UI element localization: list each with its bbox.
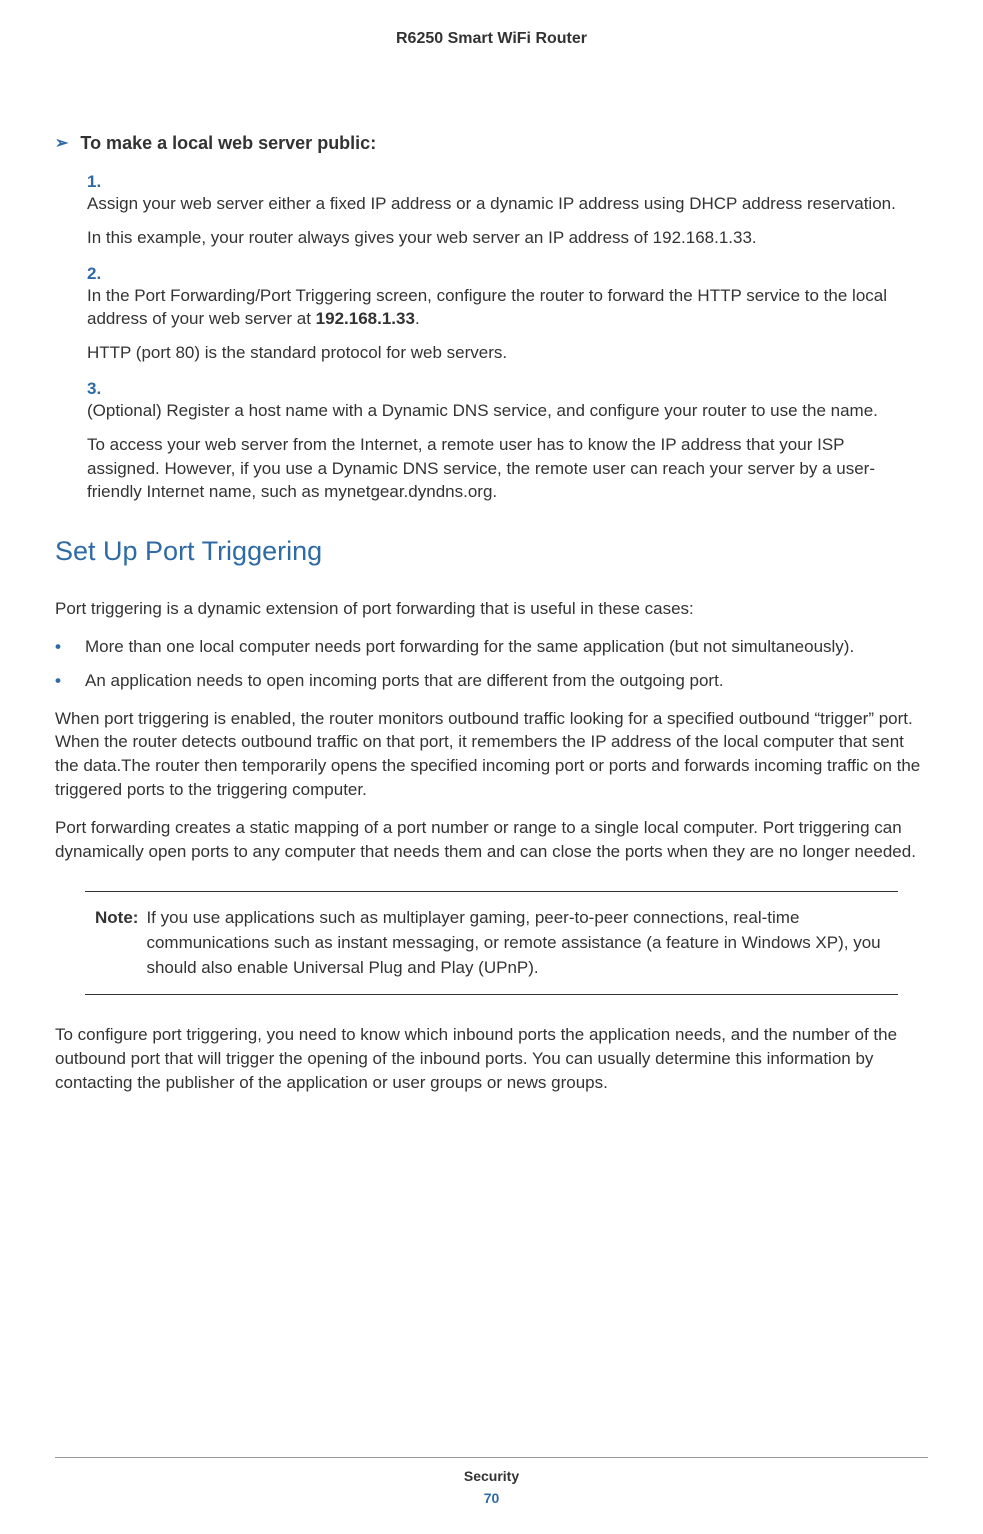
procedure-steps: 1. Assign your web server either a fixed… [55, 172, 928, 504]
step-subtext: HTTP (port 80) is the standard protocol … [87, 341, 896, 365]
bullet-item: • More than one local computer needs por… [55, 635, 928, 659]
note-label: Note: [95, 906, 138, 980]
page-footer: Security 70 [0, 1457, 983, 1506]
paragraph: To configure port triggering, you need t… [55, 1023, 928, 1094]
section-intro: Port triggering is a dynamic extension o… [55, 597, 928, 621]
procedure-title: To make a local web server public: [80, 133, 376, 154]
step-number: 1. [87, 172, 115, 192]
step-item: 2. In the Port Forwarding/Port Triggerin… [87, 264, 928, 365]
paragraph: Port forwarding creates a static mapping… [55, 816, 928, 864]
chevron-right-icon: ➢ [55, 133, 68, 153]
footer-page-number: 70 [0, 1490, 983, 1506]
step-text: (Optional) Register a host name with a D… [87, 399, 896, 504]
step-main-text: Assign your web server either a fixed IP… [87, 194, 896, 213]
step-text-pre: In the Port Forwarding/Port Triggering s… [87, 286, 887, 329]
step-text-bold: 192.168.1.33 [316, 309, 415, 328]
footer-section-name: Security [0, 1468, 983, 1484]
procedure-heading: ➢ To make a local web server public: [55, 133, 928, 154]
step-subtext: To access your web server from the Inter… [87, 433, 896, 504]
step-text: Assign your web server either a fixed IP… [87, 192, 896, 250]
step-item: 1. Assign your web server either a fixed… [87, 172, 928, 250]
step-main-text: (Optional) Register a host name with a D… [87, 401, 878, 420]
note-content: Note: If you use applications such as mu… [85, 906, 898, 980]
step-text: In the Port Forwarding/Port Triggering s… [87, 284, 896, 365]
step-item: 3. (Optional) Register a host name with … [87, 379, 928, 504]
bullet-item: • An application needs to open incoming … [55, 669, 928, 693]
section-heading: Set Up Port Triggering [55, 536, 928, 567]
paragraph: When port triggering is enabled, the rou… [55, 707, 928, 802]
step-number: 3. [87, 379, 115, 399]
bullet-icon: • [55, 635, 85, 659]
step-number: 2. [87, 264, 115, 284]
bullet-text: An application needs to open incoming po… [85, 669, 724, 693]
bullet-list: • More than one local computer needs por… [55, 635, 928, 693]
step-text-post: . [415, 309, 420, 328]
step-subtext: In this example, your router always give… [87, 226, 896, 250]
note-text: If you use applications such as multipla… [146, 906, 898, 980]
bullet-text: More than one local computer needs port … [85, 635, 854, 659]
footer-divider [55, 1457, 928, 1458]
note-box: Note: If you use applications such as mu… [85, 891, 898, 995]
bullet-icon: • [55, 669, 85, 693]
page-header-title: R6250 Smart WiFi Router [55, 30, 928, 48]
